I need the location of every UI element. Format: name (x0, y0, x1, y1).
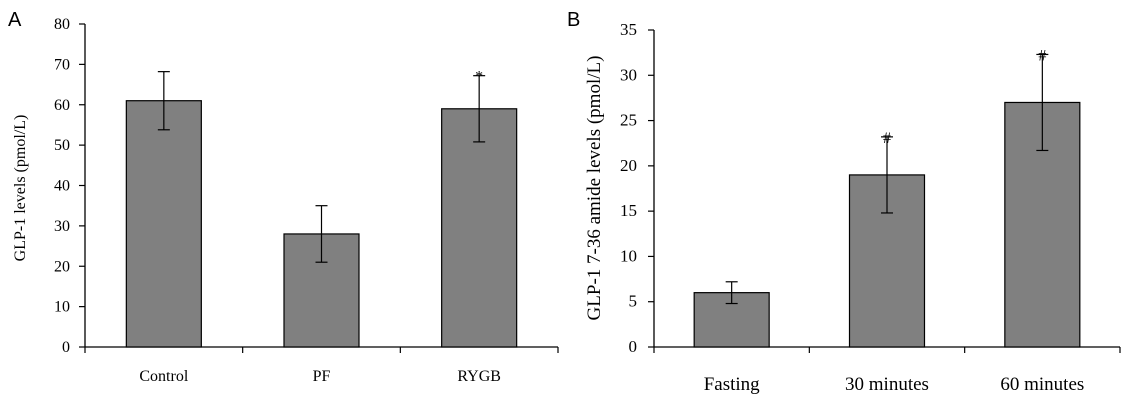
significance-marker-b: # (883, 130, 891, 147)
panel-b: B GLP-1 7-36 amide levels (pmol/L) 0 5 10 1… (567, 9, 1121, 395)
y-tick-label-b: 30 (620, 65, 637, 84)
y-tick-label-a: 80 (54, 16, 70, 33)
significance-marker-b: # (1038, 47, 1046, 64)
y-tick-label-a: 70 (54, 56, 70, 73)
y-tick-label-b: 25 (620, 111, 637, 130)
panel-letter-b: B (567, 9, 580, 31)
y-tick-label-b: 5 (629, 292, 638, 311)
y-tick-label-b: 20 (620, 156, 637, 175)
y-tick-label-a: 50 (54, 137, 70, 154)
significance-marker-a: * (475, 69, 483, 86)
y-tick-label-a: 40 (54, 178, 70, 195)
bar-a-rygb (441, 108, 518, 348)
y-tick-label-a: 60 (54, 97, 70, 114)
y-axis-label-b: GLP-1 7-36 amide levels (pmol/L) (584, 56, 605, 321)
category-label-b: 30 minutes (845, 374, 929, 395)
y-tick-label-b: 0 (629, 337, 638, 356)
category-label-a: RYGB (457, 368, 501, 385)
category-label-b: Fasting (704, 374, 760, 395)
panel-letter-a: A (8, 9, 22, 31)
category-label-b: 60 minutes (1000, 374, 1084, 395)
y-tick-label-a: 10 (54, 299, 70, 316)
panel-a: A GLP-1 levels (pmol/L) 0 10 20 30 40 50 60 70 8… (8, 9, 559, 385)
y-tick-label-b: 35 (620, 20, 637, 39)
category-label-a: PF (313, 368, 331, 385)
y-tick-label-a: 20 (54, 258, 70, 275)
y-tick-label-b: 15 (620, 201, 637, 220)
category-label-a: Control (139, 368, 188, 385)
y-tick-label-a: 0 (62, 339, 70, 356)
y-tick-label-b: 10 (620, 246, 637, 265)
y-axis-label-a: GLP-1 levels (pmol/L) (12, 115, 29, 262)
y-tick-label-a: 30 (54, 218, 70, 235)
bar-a-control (125, 100, 202, 348)
